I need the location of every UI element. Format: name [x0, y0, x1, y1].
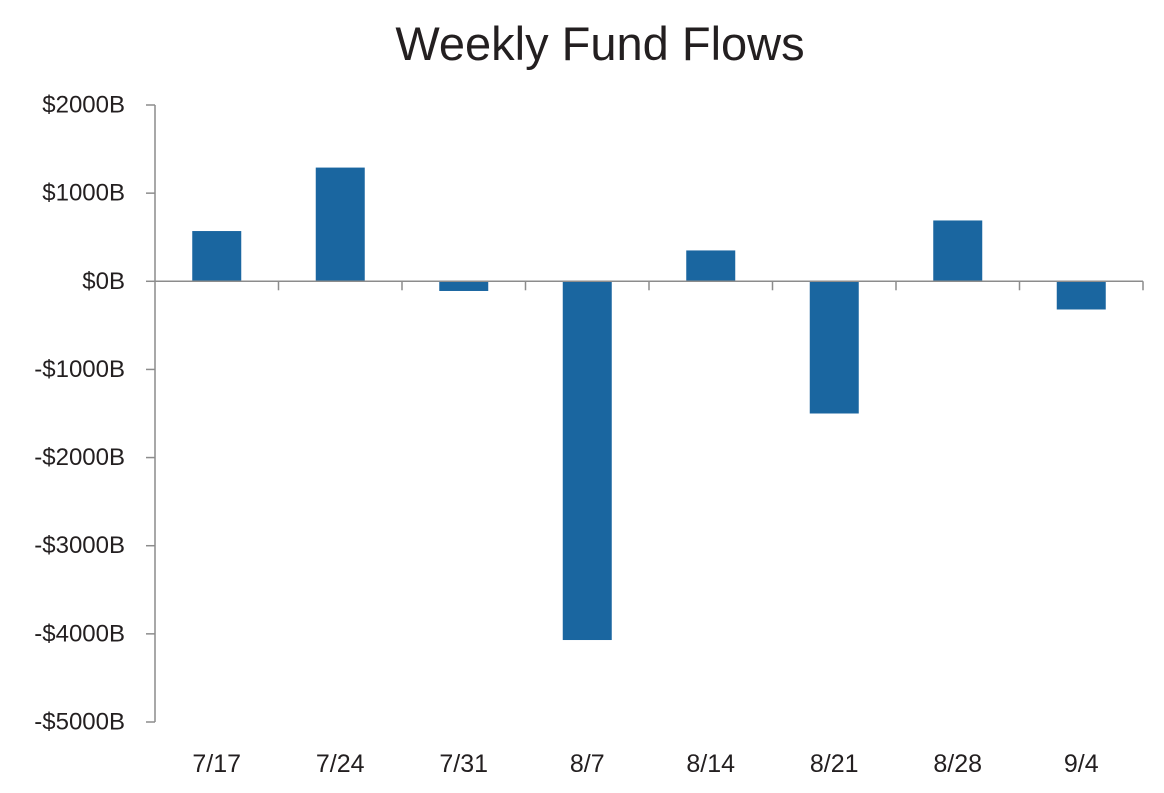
bar-8-28 [933, 220, 983, 282]
bar-7-17 [192, 231, 242, 282]
bars [192, 167, 1106, 641]
x-tick-label: 7/24 [316, 750, 365, 778]
x-tick-label: 8/14 [686, 750, 735, 778]
bar-7-24 [315, 167, 365, 282]
bar-9-4 [1056, 281, 1106, 310]
x-tick-label: 8/21 [810, 750, 859, 778]
bar-7-31 [439, 281, 489, 291]
bar-8-21 [809, 281, 859, 414]
y-tick-label: -$5000B [34, 709, 125, 736]
y-tick-label: -$4000B [34, 620, 125, 647]
x-tick-label: 8/28 [933, 750, 982, 778]
y-tick-label: -$1000B [34, 356, 125, 383]
chart-title: Weekly Fund Flows [395, 17, 805, 70]
bar-8-7 [562, 281, 612, 641]
x-tick-label: 9/4 [1064, 750, 1099, 778]
y-tick-label: -$2000B [34, 444, 125, 471]
x-axis: 7/17 7/24 7/31 8/7 8/14 8/21 8/28 9/4 [155, 280, 1144, 778]
x-tick-label: 7/17 [192, 750, 241, 778]
y-axis: $2000B $1000B $0B -$1000B -$2000B -$3000B -$40… [34, 92, 156, 736]
y-tick-label: -$3000B [34, 532, 125, 559]
bar-8-14 [686, 250, 736, 282]
x-tick-label: 7/31 [439, 750, 488, 778]
x-tick-label: 8/7 [570, 750, 605, 778]
y-tick-label: $1000B [42, 180, 125, 207]
y-tick-label: $2000B [42, 92, 125, 119]
y-tick-label: $0B [82, 268, 125, 295]
